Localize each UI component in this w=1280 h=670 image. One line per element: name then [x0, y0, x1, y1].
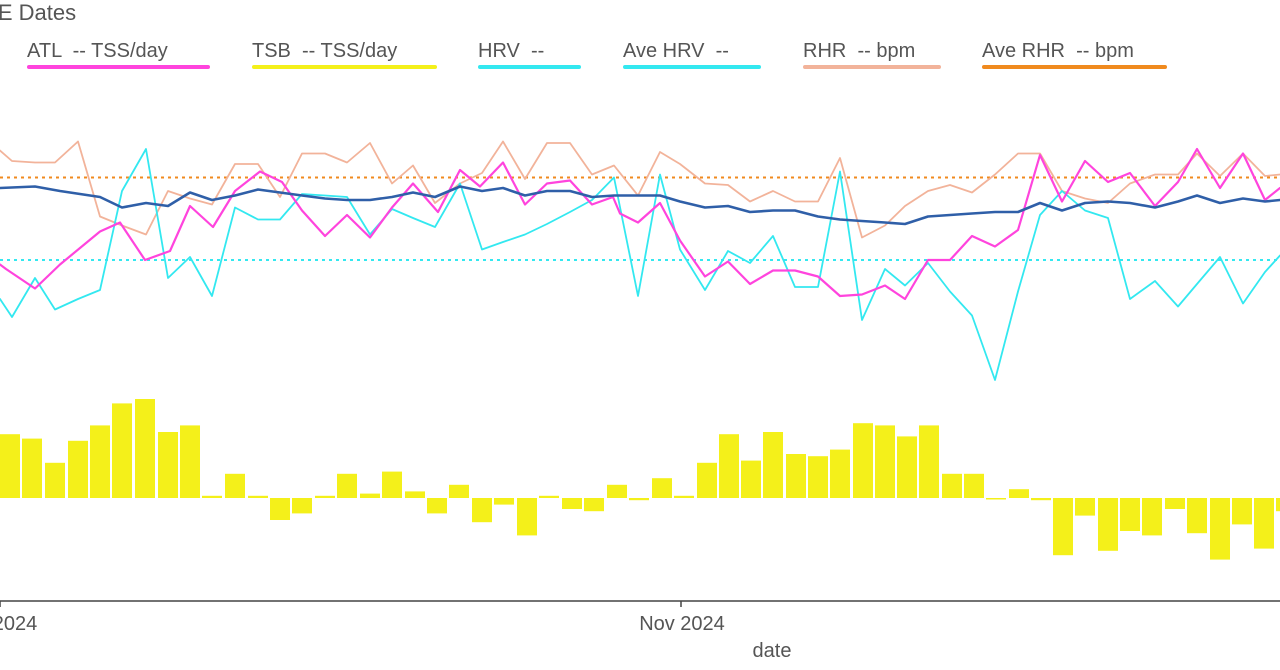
tsb-bar-54[interactable]	[1210, 498, 1230, 560]
tsb-bar-50[interactable]	[1120, 498, 1140, 531]
tsb-bar-20[interactable]	[449, 484, 469, 498]
tsb-bars	[0, 399, 1280, 560]
tsb-bar-37[interactable]	[830, 449, 850, 498]
tsb-bar-6[interactable]	[135, 399, 155, 498]
tsb-bar-7[interactable]	[158, 432, 178, 498]
tsb-bar-3[interactable]	[68, 440, 88, 498]
tsb-bar-48[interactable]	[1075, 498, 1095, 516]
tsb-bar-49[interactable]	[1098, 498, 1118, 551]
tsb-bar-32[interactable]	[719, 434, 739, 498]
legend-item-ave-rhr[interactable]: Ave RHR -- bpm	[982, 40, 1167, 70]
tsb-bar-30[interactable]	[674, 495, 694, 498]
tsb-bar-44[interactable]	[986, 498, 1006, 500]
tsb-bar-11[interactable]	[248, 495, 268, 498]
x-tick-label-nov-2024: Nov 2024	[639, 613, 725, 635]
tsb-bar-23[interactable]	[517, 498, 537, 536]
tsb-bar-26[interactable]	[584, 498, 604, 512]
tsb-bar-39[interactable]	[875, 425, 895, 498]
tsb-bar-38[interactable]	[853, 423, 873, 498]
chart-title: HE Dates	[0, 0, 77, 25]
legend-label-atl: ATL -- TSS/day	[27, 40, 168, 62]
x-tick-label-2024: 2024	[0, 613, 37, 635]
tsb-bar-2[interactable]	[45, 462, 65, 498]
tsb-bar-14[interactable]	[315, 495, 335, 498]
tsb-bar-10[interactable]	[225, 473, 245, 498]
tsb-bar-4[interactable]	[90, 425, 110, 498]
legend-swatch-hrv	[478, 65, 581, 69]
tsb-bar-56[interactable]	[1254, 498, 1274, 549]
legend-label-ave-rhr: Ave RHR -- bpm	[982, 40, 1134, 62]
legend-swatch-atl	[27, 65, 210, 69]
tsb-bar-33[interactable]	[741, 460, 761, 498]
legend-item-rhr[interactable]: RHR -- bpm	[803, 40, 941, 70]
tsb-bar-41[interactable]	[919, 425, 939, 498]
legend-swatch-ave-hrv	[623, 65, 761, 69]
legend-label-ave-hrv: Ave HRV --	[623, 40, 729, 62]
tsb-bar-24[interactable]	[539, 495, 559, 498]
tsb-bar-19[interactable]	[427, 498, 447, 514]
tsb-bar-52[interactable]	[1165, 498, 1185, 509]
legend-label-hrv: HRV --	[478, 40, 545, 62]
tsb-bar-1[interactable]	[22, 438, 42, 498]
tsb-bar-16[interactable]	[360, 493, 380, 498]
tsb-bar-22[interactable]	[494, 498, 514, 505]
legend-swatch-ave-rhr	[982, 65, 1167, 69]
tsb-bar-25[interactable]	[562, 498, 582, 509]
series-line-atl[interactable]	[0, 147, 1280, 301]
tsb-bar-57[interactable]	[1276, 498, 1280, 512]
tsb-bar-9[interactable]	[202, 495, 222, 498]
tsb-bar-15[interactable]	[337, 473, 357, 498]
tsb-bar-47[interactable]	[1053, 498, 1073, 556]
reference-lines	[0, 176, 1280, 261]
tsb-bar-40[interactable]	[897, 436, 917, 498]
tsb-bar-34[interactable]	[763, 432, 783, 498]
series-line-trend[interactable]	[0, 185, 1280, 226]
tsb-bar-21[interactable]	[472, 498, 492, 523]
legend-label-tsb: TSB -- TSS/day	[252, 40, 398, 62]
tsb-bar-36[interactable]	[808, 456, 828, 498]
tsb-bar-46[interactable]	[1031, 498, 1051, 501]
x-axis-label: date	[753, 640, 792, 662]
tsb-bar-51[interactable]	[1142, 498, 1162, 536]
tsb-bar-31[interactable]	[697, 462, 717, 498]
tsb-bar-42[interactable]	[942, 473, 962, 498]
series-line-rhr[interactable]	[0, 140, 1280, 239]
legend-swatch-rhr	[803, 65, 941, 69]
tsb-bar-35[interactable]	[786, 454, 806, 498]
legend-label-rhr: RHR -- bpm	[803, 40, 916, 62]
tsb-bar-29[interactable]	[652, 478, 672, 498]
tsb-bar-43[interactable]	[964, 473, 984, 498]
tsb-bar-5[interactable]	[112, 403, 132, 498]
tsb-bar-45[interactable]	[1009, 489, 1029, 498]
tsb-bar-13[interactable]	[292, 498, 312, 514]
tsb-bar-27[interactable]	[607, 484, 627, 498]
legend-item-ave-hrv[interactable]: Ave HRV --	[623, 40, 761, 70]
tsb-bar-17[interactable]	[382, 471, 402, 498]
legend-swatch-tsb	[252, 65, 437, 69]
tsb-bar-8[interactable]	[180, 425, 200, 498]
series-line-hrv[interactable]	[0, 148, 1280, 381]
tsb-bar-55[interactable]	[1232, 498, 1252, 525]
tsb-bar-0[interactable]	[0, 434, 20, 498]
legend-item-hrv[interactable]: HRV --	[478, 40, 581, 70]
series-lines	[0, 140, 1280, 381]
legend-item-tsb[interactable]: TSB -- TSS/day	[252, 40, 437, 70]
tsb-bar-12[interactable]	[270, 498, 290, 520]
legend-item-atl[interactable]: ATL -- TSS/day	[27, 40, 210, 70]
tsb-bar-53[interactable]	[1187, 498, 1207, 534]
tsb-bar-18[interactable]	[405, 491, 425, 498]
tsb-bar-28[interactable]	[629, 498, 649, 501]
